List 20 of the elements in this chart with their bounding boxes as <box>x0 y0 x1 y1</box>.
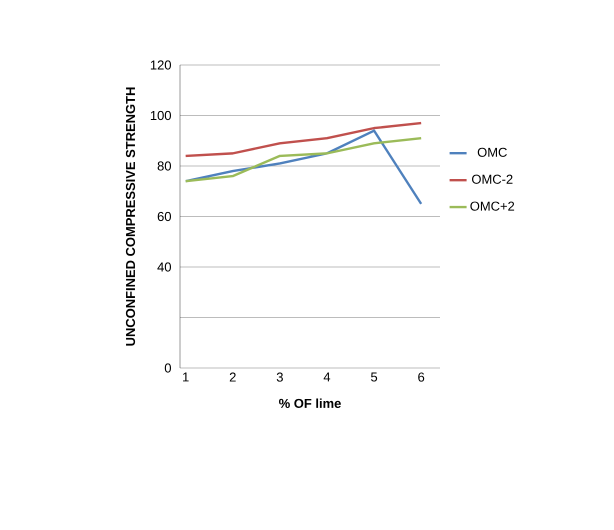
line-series <box>184 129 422 206</box>
y-tick-label: 80 <box>158 161 171 171</box>
y-tick-label: 120 <box>150 60 171 70</box>
legend-label: OMC <box>478 148 507 157</box>
y-tick-label: 60 <box>158 212 171 222</box>
x-tick-label: 5 <box>370 372 378 382</box>
x-axis-title: % OF lime <box>279 398 341 408</box>
line-series <box>184 122 422 158</box>
legend-label: OMC+2 <box>470 202 514 211</box>
x-tick-label: 3 <box>276 372 283 382</box>
legend-label: OMC-2 <box>472 174 512 184</box>
y-tick-label: 100 <box>150 110 171 120</box>
x-tick-label: 1 <box>183 372 189 382</box>
x-tick-label: 2 <box>230 372 236 382</box>
x-tick-label: 6 <box>418 372 424 382</box>
x-tick-label: 4 <box>324 372 330 382</box>
y-axis-title: UNCONFINED COMPRESSIVE STRENGTH <box>126 87 136 346</box>
y-tick-label: 40 <box>157 262 171 272</box>
line-series <box>184 137 422 182</box>
y-tick-label: 0 <box>164 363 171 373</box>
